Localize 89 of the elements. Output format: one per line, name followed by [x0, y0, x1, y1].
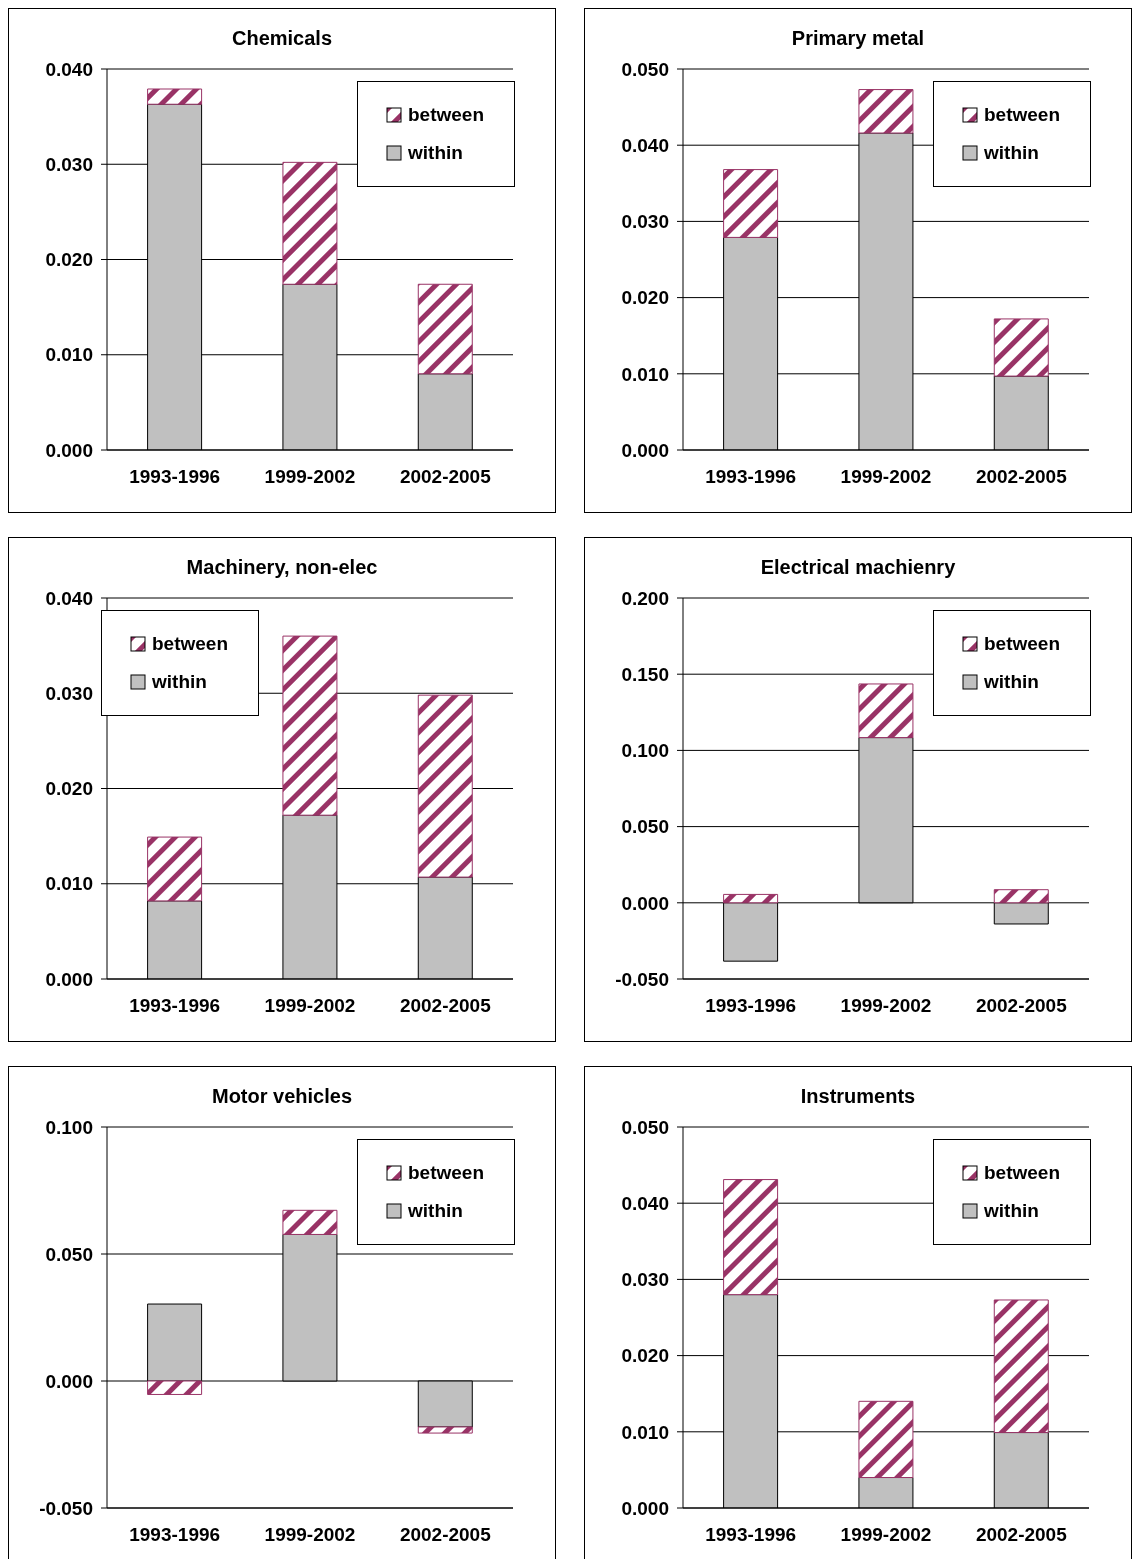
y-tick-label: 0.020	[45, 778, 93, 800]
chart-title: Machinery, non-elec	[185, 555, 379, 580]
y-tick-label: 0.050	[621, 816, 669, 838]
chart-title: Motor vehicles	[210, 1084, 353, 1109]
legend-label: between	[984, 104, 1061, 126]
y-tick-label: 0.030	[621, 211, 669, 233]
y-tick-label: 0.030	[621, 1269, 669, 1291]
y-tick-label: -0.050	[615, 968, 669, 990]
x-tick-label: 2002-2005	[975, 995, 1068, 1017]
x-tick-label: 1993-1996	[129, 1524, 221, 1546]
chart-title: Electrical machienry	[759, 555, 957, 580]
y-tick-label: 0.040	[621, 134, 669, 156]
x-tick-label: 1993-1996	[705, 466, 797, 488]
legend-label: between	[984, 633, 1061, 655]
bar	[147, 836, 203, 902]
bar	[147, 88, 203, 105]
x-tick-label: 1993-1996	[705, 1524, 797, 1546]
bar	[147, 1380, 203, 1395]
y-tick-label: 0.040	[621, 1192, 669, 1214]
y-tick-label: 0.010	[45, 344, 93, 366]
y-tick-label: 0.020	[45, 249, 93, 271]
y-tick-label: 0.000	[45, 439, 93, 461]
bar	[993, 902, 1049, 925]
y-tick-label: 0.010	[45, 873, 93, 895]
y-tick-label: 0.020	[621, 1345, 669, 1367]
x-tick-label: 1993-1996	[129, 466, 221, 488]
x-tick-label: 2002-2005	[399, 995, 492, 1017]
legend-label: between	[152, 633, 229, 655]
bar	[282, 161, 338, 285]
bar	[282, 635, 338, 816]
bar	[723, 1179, 779, 1296]
x-tick-label: 1993-1996	[705, 995, 797, 1017]
x-tick-label: 2002-2005	[399, 1524, 492, 1546]
y-tick-label: 0.200	[621, 587, 669, 609]
y-tick-label: 0.000	[45, 1370, 93, 1392]
y-tick-label: 0.100	[621, 740, 669, 762]
chart-title: Primary metal	[790, 26, 926, 51]
bar	[147, 1303, 203, 1382]
chart-title: Instruments	[799, 1084, 917, 1109]
bar	[858, 683, 914, 739]
legend-label: within	[984, 1200, 1039, 1222]
x-tick-label: 2002-2005	[399, 466, 492, 488]
y-tick-label: 0.040	[45, 587, 93, 609]
y-tick-label: 0.030	[45, 682, 93, 704]
x-tick-label: 1999-2002	[840, 466, 932, 488]
legend-label: within	[408, 142, 463, 164]
y-tick-label: 0.040	[45, 58, 93, 80]
bar	[858, 1400, 914, 1479]
y-tick-label: 0.000	[621, 1497, 669, 1519]
bar	[993, 1299, 1049, 1434]
legend-label: within	[152, 671, 207, 693]
y-tick-label: 0.010	[621, 363, 669, 385]
legend-label: between	[984, 1162, 1061, 1184]
x-tick-label: 1999-2002	[840, 1524, 932, 1546]
x-tick-label: 1993-1996	[129, 995, 221, 1017]
legend-label: within	[984, 671, 1039, 693]
x-tick-label: 1999-2002	[264, 466, 356, 488]
legend-label: between	[408, 1162, 485, 1184]
y-tick-label: -0.050	[39, 1497, 93, 1519]
x-tick-label: 1999-2002	[264, 1524, 356, 1546]
y-tick-label: 0.030	[45, 153, 93, 175]
legend-label: between	[408, 104, 485, 126]
bar	[723, 893, 779, 904]
x-tick-label: 2002-2005	[975, 1524, 1068, 1546]
bar	[417, 1426, 473, 1434]
bar	[993, 318, 1049, 377]
bar	[723, 169, 779, 238]
y-tick-label: 0.150	[621, 663, 669, 685]
x-tick-label: 1999-2002	[264, 995, 356, 1017]
chart-title: Chemicals	[230, 26, 334, 51]
bar	[723, 902, 779, 962]
bar	[993, 889, 1049, 904]
bar	[858, 89, 914, 134]
y-tick-label: 0.050	[621, 58, 669, 80]
bar	[417, 283, 473, 375]
bar	[282, 1209, 338, 1235]
y-tick-label: 0.050	[45, 1243, 93, 1265]
y-tick-label: 0.000	[621, 892, 669, 914]
y-tick-label: 0.100	[45, 1116, 93, 1138]
y-tick-label: 0.020	[621, 287, 669, 309]
legend-label: within	[408, 1200, 463, 1222]
y-tick-label: 0.000	[621, 439, 669, 461]
x-tick-label: 2002-2005	[975, 466, 1068, 488]
bar	[417, 694, 473, 878]
x-tick-label: 1999-2002	[840, 995, 932, 1017]
legend-label: within	[984, 142, 1039, 164]
y-tick-label: 0.010	[621, 1421, 669, 1443]
y-tick-label: 0.050	[621, 1116, 669, 1138]
y-tick-label: 0.000	[45, 968, 93, 990]
